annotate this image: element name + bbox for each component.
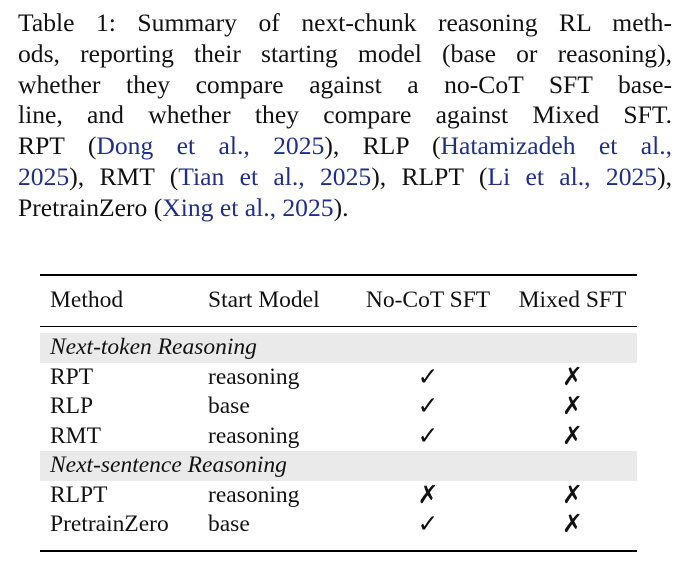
start-model-cell: reasoning	[208, 481, 300, 508]
table-caption: Table 1: Summary of next-chunk reasoning…	[18, 8, 672, 224]
column-header-mixed-sft: Mixed SFT	[518, 287, 627, 314]
method-cell: PretrainZero	[50, 511, 169, 537]
ref-name: RMT	[99, 161, 155, 191]
no-cot-sft-mark: ✓	[417, 393, 439, 420]
citation-link[interactable]: Xing et al., 2025	[162, 192, 334, 222]
caption-line: RPT (Dong et al., 2025), RLP (Hatamizade…	[18, 131, 673, 161]
table-row: RLPT reasoning ✗ ✗	[40, 481, 637, 511]
table-row: PretrainZero base ✓ ✗	[40, 510, 637, 540]
section-label: Next-token Reasoning	[40, 333, 348, 363]
table-row: RPT reasoning ✓ ✗	[40, 363, 637, 393]
mixed-sft-mark: ✗	[562, 481, 583, 509]
caption-line: ods, reporting their starting model (bas…	[18, 38, 672, 68]
caption-line: Table 1: Summary of next-chunk reasoning…	[18, 8, 672, 37]
ref-name: PretrainZero	[18, 192, 148, 222]
caption-line: line, and whether they compare against M…	[18, 100, 672, 130]
start-model-cell: reasoning	[208, 422, 300, 449]
method-cell: RLP	[50, 393, 94, 419]
citation-link[interactable]: Li et al., 2025	[487, 161, 658, 191]
bottom-rule	[40, 550, 637, 552]
mixed-sft-mark: ✗	[562, 422, 583, 450]
method-cell: RPT	[50, 363, 94, 390]
citation-link[interactable]: 2025	[18, 161, 70, 191]
caption-line: whether they compare against a no-CoT SF…	[18, 69, 672, 99]
start-model-cell: reasoning	[208, 363, 300, 390]
column-header-no-cot-sft: No-CoT SFT	[365, 287, 491, 314]
section-row: Next-sentence Reasoning	[40, 451, 637, 481]
start-model-cell: base	[208, 393, 250, 419]
start-model-cell: base	[208, 511, 250, 537]
header-row: Method Start Model No-CoT SFT Mixed SFT	[40, 276, 637, 326]
section-row: Next-token Reasoning	[40, 333, 637, 363]
method-cell: RMT	[50, 422, 101, 449]
citation-link[interactable]: Tian et al., 2025	[178, 161, 372, 191]
caption-line: 2025), RMT (Tian et al., 2025), RLPT (Li…	[18, 161, 673, 191]
mixed-sft-mark: ✗	[562, 511, 583, 538]
caption-line: PretrainZero (Xing et al., 2025).	[18, 192, 349, 222]
mixed-sft-mark: ✗	[562, 363, 583, 391]
no-cot-sft-mark: ✗	[417, 481, 439, 509]
no-cot-sft-mark: ✓	[417, 422, 439, 450]
method-cell: RLPT	[50, 481, 108, 508]
table-row: RMT reasoning ✓ ✗	[40, 422, 637, 452]
summary-table: Method Start Model No-CoT SFT Mixed SFT …	[40, 274, 637, 540]
no-cot-sft-mark: ✓	[417, 363, 439, 391]
section-label: Next-sentence Reasoning	[40, 451, 348, 481]
no-cot-sft-mark: ✓	[417, 511, 439, 538]
mixed-sft-mark: ✗	[562, 393, 583, 420]
ref-name: RPT	[18, 131, 65, 161]
citation-link[interactable]: Hatamizadeh et al.,	[440, 131, 673, 161]
mid-rule	[40, 326, 637, 327]
table-row: RLP base ✓ ✗	[40, 392, 637, 422]
top-rule	[40, 274, 637, 276]
column-header-method: Method	[50, 287, 124, 314]
ref-name: RLPT	[401, 161, 464, 191]
column-header-start-model: Start Model	[208, 287, 320, 314]
ref-name: RLP	[362, 131, 409, 161]
citation-link[interactable]: Dong et al., 2025	[96, 131, 325, 161]
